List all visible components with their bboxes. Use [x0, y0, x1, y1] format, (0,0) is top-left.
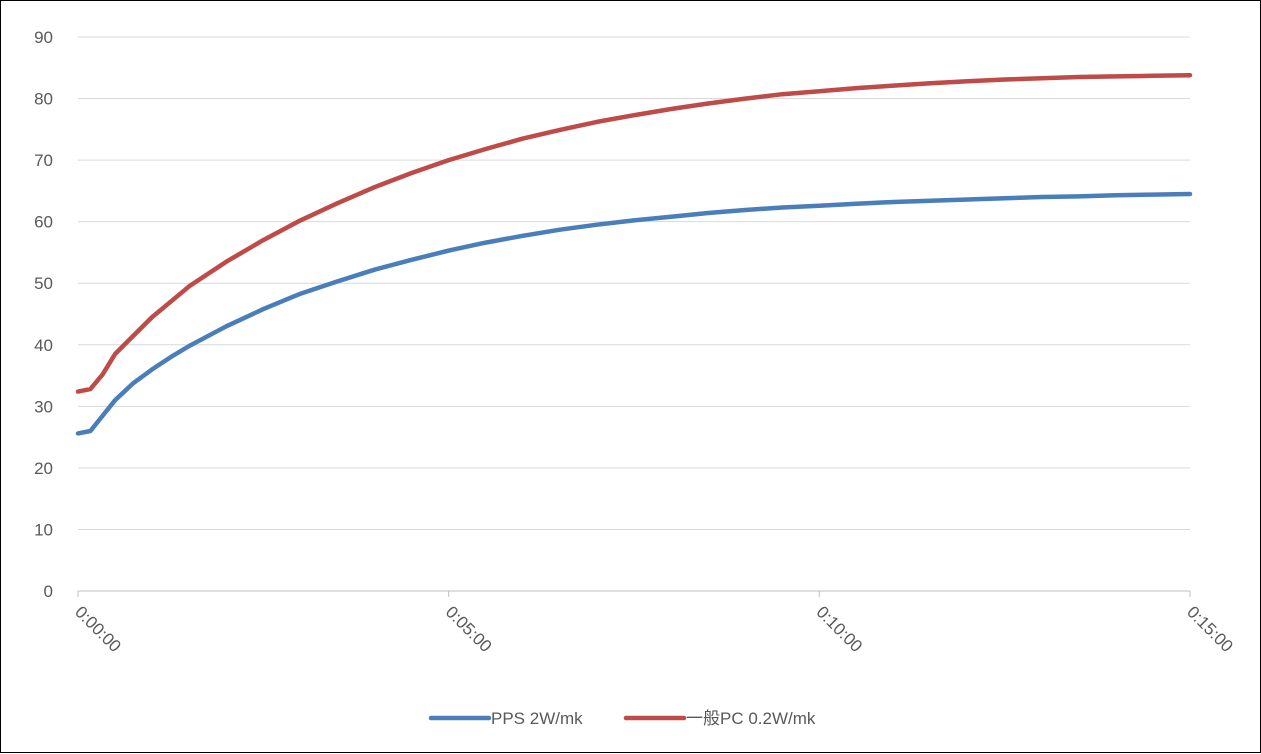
- data-point: [1151, 193, 1155, 197]
- x-tick-label: 0:15:00: [1183, 602, 1237, 656]
- data-point: [261, 238, 265, 242]
- data-point: [113, 398, 117, 402]
- x-tick-label: 0:10:00: [813, 602, 867, 656]
- gridlines: [78, 36, 1190, 592]
- x-axis-ticks: 0:00:00 0:05:00 0:10:00 0:15:00: [71, 591, 1237, 656]
- series-lines: [75, 72, 1193, 436]
- data-point: [447, 249, 451, 253]
- data-point: [1040, 195, 1044, 199]
- data-point: [1003, 196, 1007, 200]
- data-point: [336, 201, 339, 205]
- data-point: [595, 223, 599, 227]
- data-point: [150, 367, 154, 371]
- data-point: [966, 198, 970, 201]
- data-point: [558, 128, 562, 132]
- data-point: [484, 147, 488, 151]
- data-point: [76, 431, 80, 435]
- y-tick-label: 40: [34, 336, 53, 355]
- data-point: [929, 81, 932, 85]
- data-point: [1114, 193, 1118, 197]
- data-point: [224, 260, 228, 264]
- data-point: [817, 204, 821, 208]
- data-point: [88, 429, 92, 433]
- data-point: [632, 218, 636, 222]
- data-point: [780, 92, 784, 96]
- data-point: [410, 258, 414, 262]
- data-point: [966, 79, 970, 83]
- y-tick-label: 90: [34, 28, 53, 47]
- data-point: [817, 89, 821, 93]
- y-tick-label: 10: [34, 520, 53, 539]
- data-point: [706, 102, 710, 105]
- data-point: [706, 211, 710, 215]
- data-point: [669, 215, 673, 219]
- data-point: [132, 381, 136, 385]
- data-point: [743, 208, 747, 212]
- y-axis-ticks: 0 10 20 30 40 50 60 70 80 90: [34, 28, 53, 601]
- data-point: [113, 352, 117, 356]
- y-tick-label: 30: [34, 397, 53, 416]
- data-point: [521, 137, 525, 141]
- data-point: [1188, 73, 1192, 77]
- data-point: [150, 315, 154, 319]
- legend-label: 一般PC 0.2W/mk: [686, 709, 816, 728]
- data-point: [447, 158, 451, 162]
- data-point: [632, 113, 636, 117]
- y-tick-label: 60: [34, 213, 53, 232]
- y-tick-label: 70: [34, 151, 53, 170]
- data-point: [854, 86, 858, 90]
- data-point: [373, 185, 376, 189]
- y-tick-label: 80: [34, 90, 53, 109]
- data-point: [169, 355, 173, 359]
- data-point: [1188, 192, 1192, 196]
- x-tick-label: 0:00:00: [71, 602, 125, 656]
- data-point: [1114, 74, 1118, 78]
- series-line-1: [75, 72, 1193, 394]
- data-point: [1040, 76, 1044, 80]
- data-point: [410, 171, 414, 175]
- data-point: [1077, 194, 1081, 198]
- data-point: [558, 228, 562, 232]
- y-tick-label: 20: [34, 459, 53, 478]
- data-point: [169, 300, 173, 304]
- data-point: [929, 199, 932, 203]
- data-point: [261, 307, 265, 311]
- data-point: [88, 387, 92, 391]
- data-point: [224, 324, 228, 328]
- data-point: [187, 284, 191, 288]
- data-point: [298, 292, 302, 296]
- data-point: [854, 202, 858, 206]
- data-point: [1003, 78, 1007, 81]
- data-point: [1151, 74, 1155, 78]
- y-tick-label: 0: [44, 582, 53, 601]
- data-point: [892, 84, 895, 88]
- data-point: [484, 241, 488, 245]
- data-point: [1077, 75, 1081, 79]
- data-point: [669, 107, 673, 111]
- data-point: [595, 120, 599, 124]
- data-point: [780, 206, 784, 209]
- data-point: [101, 372, 105, 376]
- legend-label: PPS 2W/mk: [491, 709, 583, 728]
- y-tick-label: 50: [34, 274, 53, 293]
- data-point: [101, 414, 105, 418]
- data-point: [373, 268, 376, 272]
- data-point: [132, 334, 136, 337]
- data-point: [187, 344, 191, 348]
- data-point: [76, 390, 80, 394]
- data-point: [521, 234, 525, 238]
- series-line-0: [75, 191, 1193, 436]
- data-point: [336, 279, 339, 283]
- x-tick-label: 0:05:00: [442, 602, 496, 656]
- data-point: [743, 97, 747, 101]
- data-point: [298, 218, 302, 222]
- data-point: [892, 200, 895, 204]
- legend: PPS 2W/mk 一般PC 0.2W/mk: [428, 709, 816, 728]
